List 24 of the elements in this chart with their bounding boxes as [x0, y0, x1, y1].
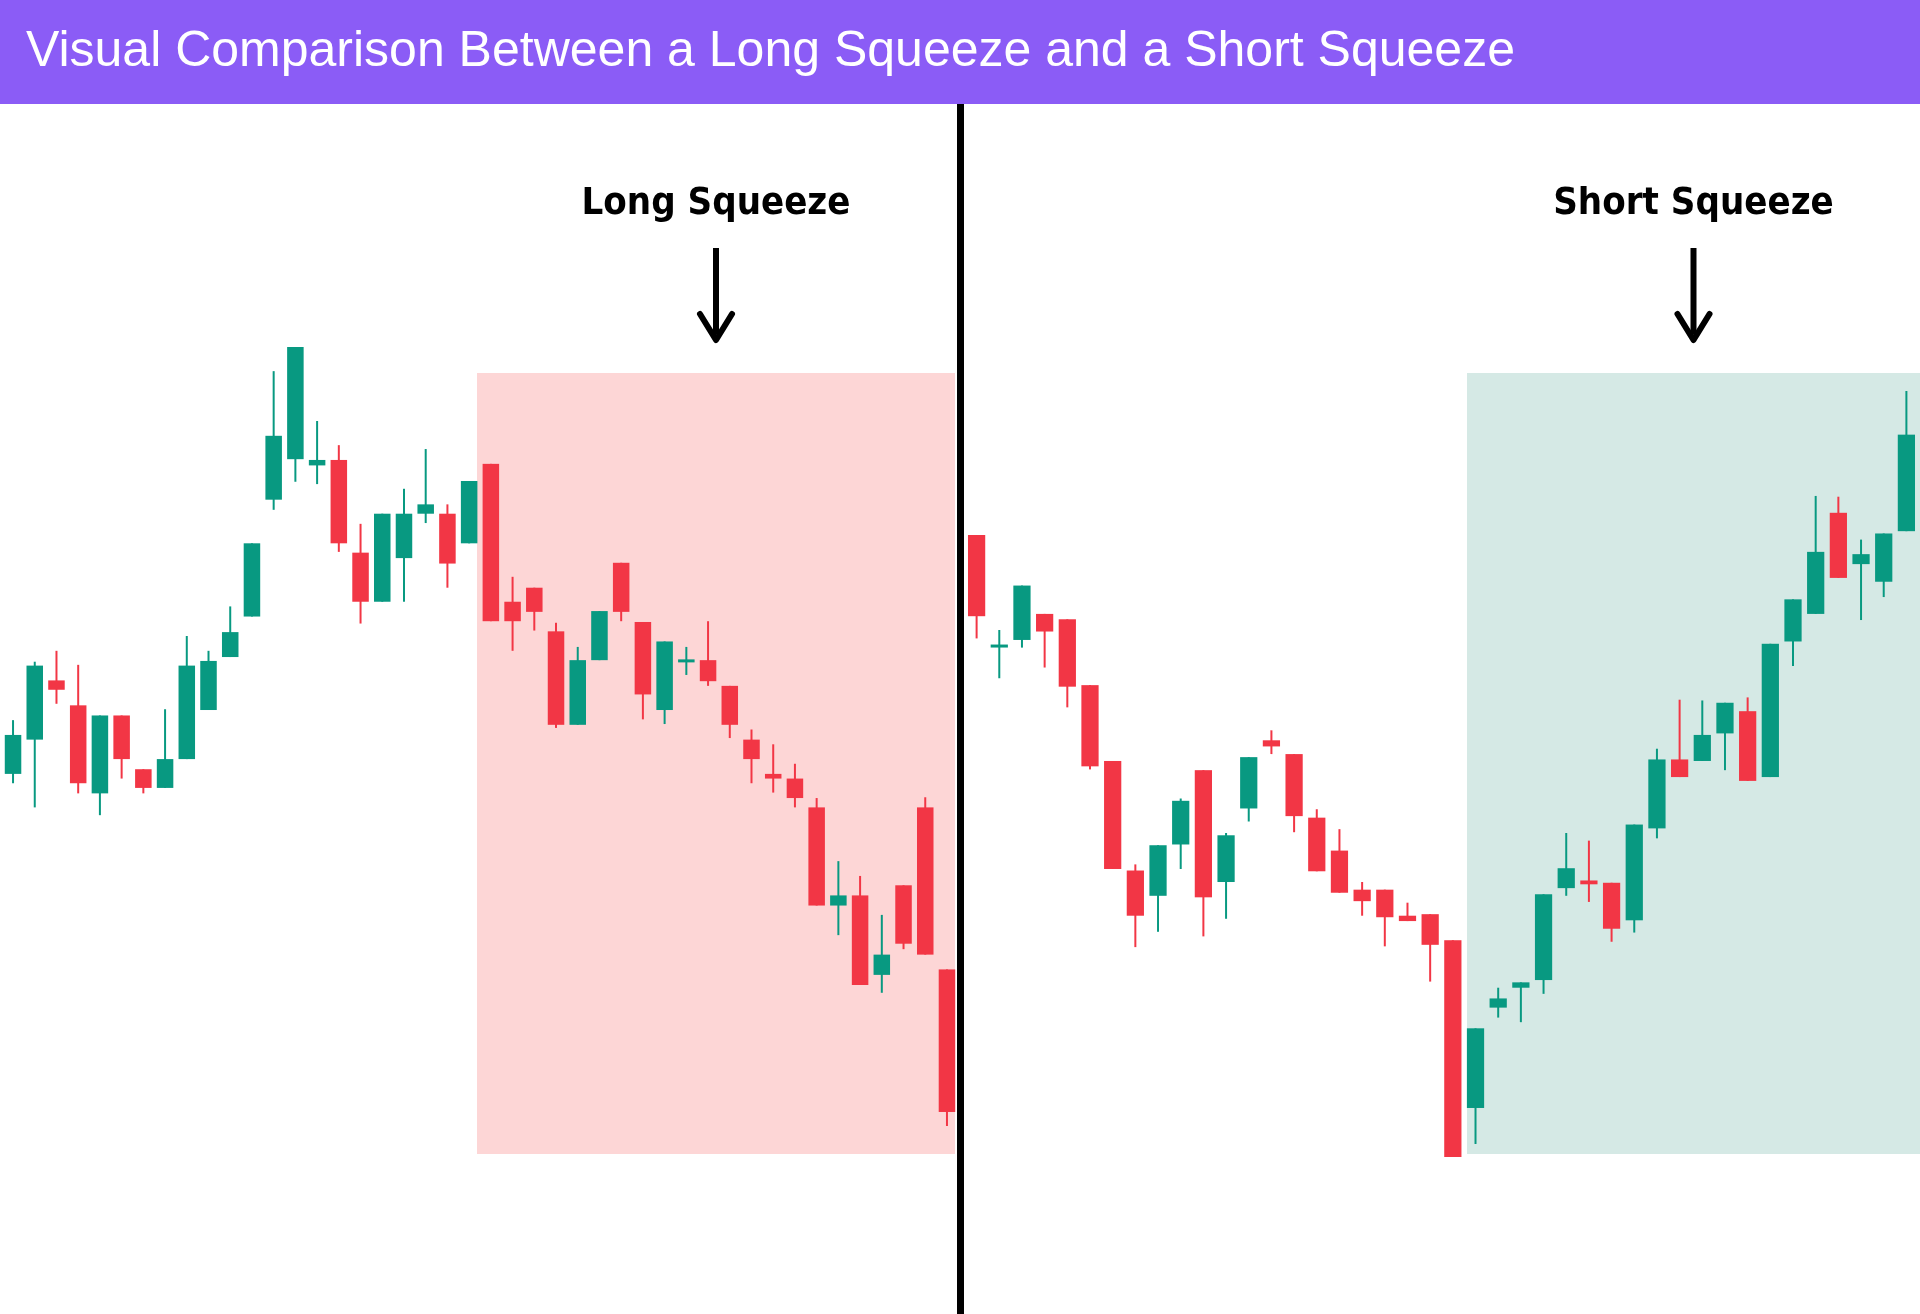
candlestick: [830, 860, 847, 937]
candlestick: [1353, 881, 1371, 917]
candlestick: [743, 728, 760, 785]
text: Short Squeeze: [1553, 179, 1834, 223]
candlestick: [1036, 612, 1054, 669]
candlestick: [48, 649, 65, 705]
candlestick: [678, 645, 695, 676]
candlestick: [1852, 538, 1870, 622]
chart-title: Visual Comparison Between a Long Squeeze and a Short Squeeze: [26, 21, 1515, 77]
candlestick: [990, 628, 1008, 680]
candlestick: [135, 768, 152, 795]
candlestick: [764, 743, 782, 794]
candlestick: [504, 575, 521, 652]
candlestick: [1262, 729, 1281, 756]
text: Long Squeeze: [581, 179, 851, 223]
candlestick: [1489, 986, 1507, 1019]
candlestick: [786, 762, 804, 809]
candlestick: [1512, 981, 1530, 1024]
candlestick: [1580, 839, 1598, 903]
candlestick: [1557, 831, 1575, 897]
candlestick: [1671, 698, 1689, 779]
candlestick: [873, 913, 891, 994]
candlestick: [699, 620, 717, 687]
candlestick: [417, 448, 434, 525]
